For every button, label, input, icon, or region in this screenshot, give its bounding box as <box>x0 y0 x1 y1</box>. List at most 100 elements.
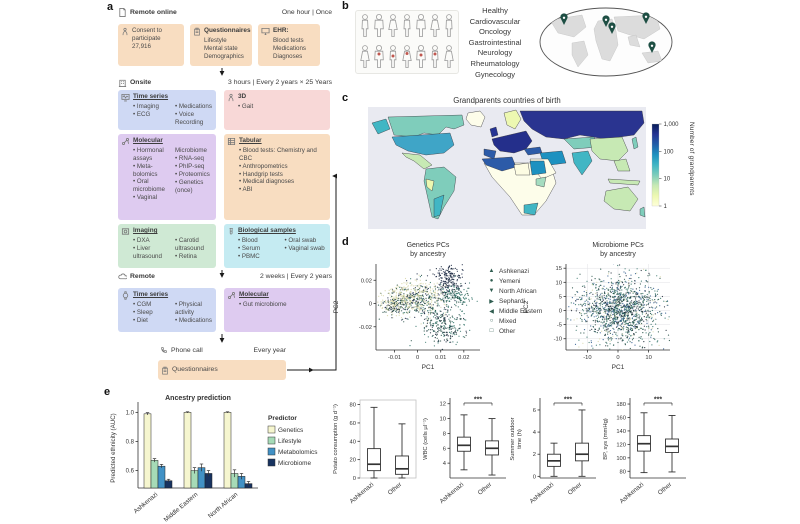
list-item: Vaginal <box>133 194 170 202</box>
svg-text:Microbiome: Microbiome <box>278 460 311 467</box>
list-item: Cardiovascular <box>469 16 521 26</box>
wbc-boxplot: 4 6 8 10 12 WBC (cells µl⁻¹) Ashkenazi Other *** <box>423 397 506 505</box>
legend-marker-icon: □ <box>489 328 494 334</box>
svg-text:Ashkenazi: Ashkenazi <box>439 481 466 505</box>
svg-text:PC2: PC2 <box>523 300 530 313</box>
svg-text:Predicted ethnicity (AUC): Predicted ethnicity (AUC) <box>110 413 117 482</box>
svg-text:0.6: 0.6 <box>126 469 135 475</box>
list-item: Meta-bolomics <box>133 163 170 179</box>
bp-sys-boxplot: 80 100 120 140 160 180 BP, sys (mmHg) Ashkenazi… <box>603 397 686 505</box>
stage-timing: One hour | Once <box>281 9 332 16</box>
ts-onsite-col2: MedicationsVoice Recording <box>175 103 212 127</box>
svg-text:0: 0 <box>533 474 536 480</box>
ts-remote-col1: CGMSleepDiet <box>133 301 170 325</box>
map-pin-icon <box>642 12 650 24</box>
legend-label: North African <box>499 287 537 295</box>
box-title: EHR: <box>273 27 289 34</box>
svg-text:Potato consumption (g d⁻¹): Potato consumption (g d⁻¹) <box>333 404 339 474</box>
list-item: Oral swab <box>285 237 327 245</box>
legend-entry: ▶ Sephardi <box>488 296 542 306</box>
box-title: Imaging <box>133 227 158 234</box>
list-item: Diet <box>133 317 170 325</box>
list-item: Blood <box>238 237 280 245</box>
svg-text:40: 40 <box>350 439 356 445</box>
molecular-remote-box: Molecular Gut microbiome <box>224 288 330 332</box>
legend-entry: ◀ Middle Eastern <box>488 306 542 316</box>
svg-text:-0.01: -0.01 <box>388 355 401 361</box>
svg-text:10: 10 <box>664 177 671 183</box>
svg-text:60: 60 <box>350 421 356 427</box>
svg-text:Lifestyle: Lifestyle <box>278 438 302 445</box>
choropleth-title: Grandparents countries of birth <box>453 96 561 105</box>
svg-text:PC1: PC1 <box>612 364 625 371</box>
list-item: Blood tests <box>273 36 304 44</box>
list-item: Hormonal assays <box>133 147 170 163</box>
svg-text:10: 10 <box>556 280 562 286</box>
svg-text:0.02: 0.02 <box>458 355 469 361</box>
box-title: 3D <box>238 93 247 100</box>
svg-text:1.0: 1.0 <box>126 410 135 416</box>
phone-call-label: Phone call <box>171 346 203 354</box>
list-item: Physical activity <box>175 301 212 317</box>
svg-text:0: 0 <box>416 355 419 361</box>
list-item: PhIP-seq <box>175 163 212 171</box>
svg-text:15: 15 <box>556 266 562 272</box>
box-title: Tabular <box>239 137 262 144</box>
three-d-items: Gait <box>238 103 253 111</box>
svg-text:20: 20 <box>350 458 356 464</box>
microbiome-pca-scatter: Microbiome PCs by ancestry -10 0 10 -10 -5 0 5 10… <box>523 242 670 371</box>
list-item: Gastrointestinal <box>468 37 522 47</box>
tabular-items: Blood tests: Chemistry and CBCAnthropome… <box>239 147 327 195</box>
svg-text:PC1: PC1 <box>422 364 435 371</box>
list-item: Handgrip tests <box>239 171 327 179</box>
svg-text:8: 8 <box>443 431 446 437</box>
molecule-icon <box>122 138 129 145</box>
questionnaires-items: Lifestyle Mental state Demographics <box>204 37 251 61</box>
cohort-body-figures <box>355 10 459 74</box>
svg-text:160: 160 <box>616 415 626 421</box>
organ-marks <box>377 52 437 58</box>
svg-text:***: *** <box>654 397 662 404</box>
molecular-col1: Hormonal assaysMeta-bolomicsOral microbi… <box>133 147 170 203</box>
ts-onsite-col1: ImagingECG <box>133 103 170 127</box>
legend-entry: ▲ Ashkenazi <box>488 266 542 276</box>
svg-text:Genetics PCs: Genetics PCs <box>407 242 450 249</box>
panel-e-label: e <box>104 386 111 398</box>
svg-text:100: 100 <box>664 149 675 155</box>
svg-text:0: 0 <box>369 302 372 308</box>
list-item: Imaging <box>133 103 170 111</box>
ehr-items: Blood tests Medications Diagnoses <box>273 37 306 61</box>
legend-entry: ▼ North African <box>488 286 542 296</box>
svg-text:-0.02: -0.02 <box>359 325 372 331</box>
svg-text:Genetics: Genetics <box>278 427 303 434</box>
svg-text:Predictor: Predictor <box>268 415 297 422</box>
legend-marker-icon: ▼ <box>488 288 495 294</box>
monitor-icon <box>261 27 270 36</box>
svg-text:Other: Other <box>567 481 584 496</box>
legend-marker-icon: ◀ <box>489 308 494 315</box>
legend-label: Ashkenazi <box>499 267 529 275</box>
outdoor-time-boxplot: 0 2 4 6 Summer outdoor time (h) Ashkenazi Other… <box>510 397 596 505</box>
imaging-col2: Carotid ultrasoundRetina <box>175 237 212 261</box>
colorbar-label: Number of grandparents <box>688 122 695 196</box>
legend-label: Other <box>499 327 516 335</box>
map-pin-icon <box>648 41 656 53</box>
svg-text:-10: -10 <box>554 337 562 343</box>
consent-lines: Consent to participate 27,916 <box>132 27 162 63</box>
svg-text:Other: Other <box>387 481 404 496</box>
legend-label: Yemeni <box>499 277 521 285</box>
list-item: Oral microbiome <box>133 178 170 194</box>
list-item: Proteomics <box>175 171 212 179</box>
list-item: Consent to <box>132 27 162 34</box>
stage-onsite: Onsite 3 hours | Every 2 years × 25 Year… <box>118 78 332 87</box>
list-item: Gynecology <box>474 69 516 79</box>
list-item: Voice Recording <box>175 111 212 127</box>
medical-categories-list: Healthy Cardiovascular Oncology Gastrointes… <box>455 6 535 80</box>
svg-text:by ancestry: by ancestry <box>600 251 636 258</box>
svg-text:Ashkenazi: Ashkenazi <box>349 481 376 505</box>
panel-c-label: c <box>342 92 349 104</box>
consent-box: Consent to participate 27,916 <box>118 24 184 66</box>
svg-text:***: *** <box>474 397 482 404</box>
stage-timing: 3 hours | Every 2 years × 25 Years <box>228 79 332 86</box>
list-item: CGM <box>133 301 170 309</box>
